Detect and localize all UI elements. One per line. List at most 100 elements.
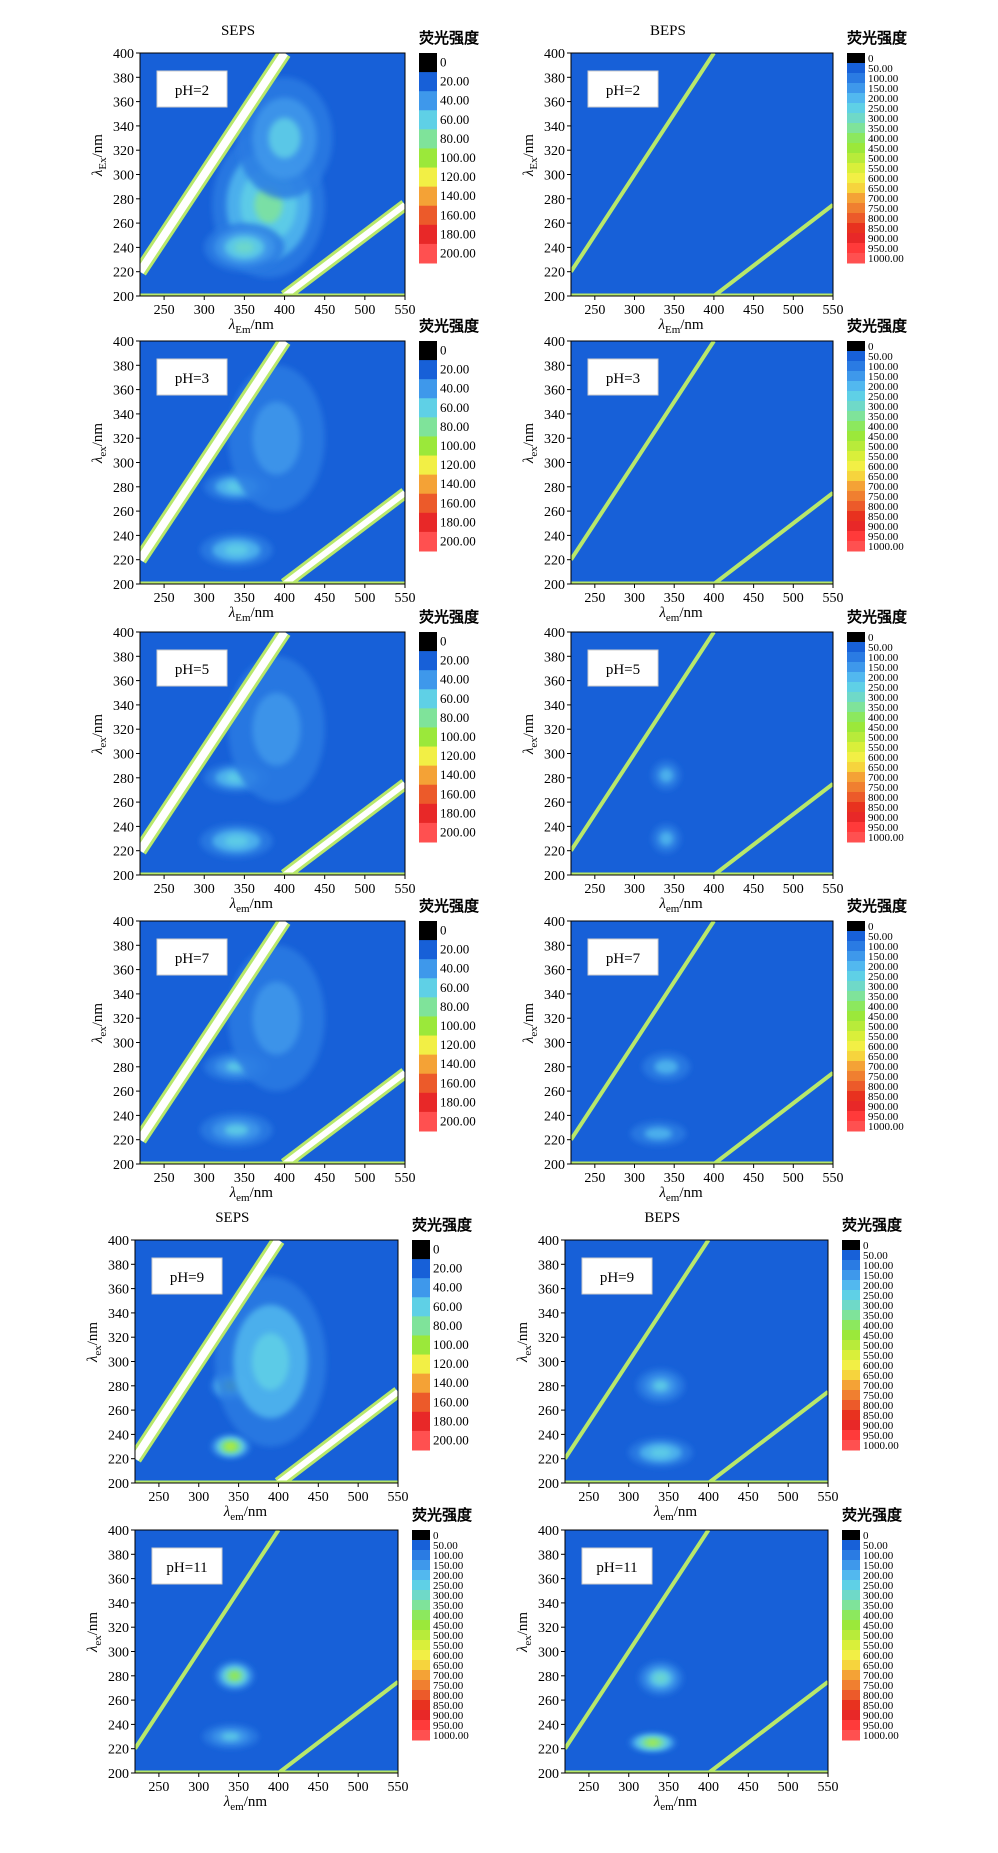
legend-swatch xyxy=(847,381,865,392)
legend-swatch xyxy=(419,53,437,73)
x-tick-label: 300 xyxy=(188,1490,209,1505)
legend-label: 60.00 xyxy=(440,691,469,706)
x-tick-label: 550 xyxy=(395,591,416,606)
legend-label: 400.00 xyxy=(868,421,899,433)
y-tick-label: 360 xyxy=(538,1283,559,1298)
y-tick-label: 320 xyxy=(113,1012,134,1027)
legend-label: 600.00 xyxy=(868,461,899,473)
y-tick-label: 400 xyxy=(108,1234,129,1249)
legend-label: 800.00 xyxy=(868,792,899,804)
y-tick-label: 360 xyxy=(544,384,565,399)
ph-label: pH=11 xyxy=(166,1560,207,1576)
legend-label: 700.00 xyxy=(868,481,899,493)
x-tick-label: 250 xyxy=(154,1171,175,1186)
legend-swatch xyxy=(847,441,865,452)
first-order-scatter-ridge xyxy=(571,53,716,273)
y-tick-label: 300 xyxy=(113,1037,134,1052)
y-tick-label: 200 xyxy=(108,1477,129,1492)
x-tick-label: 500 xyxy=(783,591,804,606)
legend-label: 160.00 xyxy=(440,207,476,222)
y-tick-label: 260 xyxy=(108,1404,129,1419)
legend-swatch xyxy=(419,436,437,457)
legend-swatch xyxy=(847,931,865,942)
y-tick-label: 280 xyxy=(544,193,565,208)
y-tick-label: 240 xyxy=(544,529,565,544)
legend-label: 650.00 xyxy=(433,1660,464,1672)
legend-label: 250.00 xyxy=(868,391,899,403)
y-tick-label: 260 xyxy=(108,1694,129,1709)
legend-swatch xyxy=(847,682,865,693)
peak-contour xyxy=(650,1447,672,1458)
x-tick-label: 300 xyxy=(624,882,645,897)
x-axis-label: λem/nm xyxy=(223,1504,268,1523)
scatter-ridge-core xyxy=(282,490,405,584)
legend-label: 500.00 xyxy=(863,1630,894,1642)
legend-label: 100.00 xyxy=(868,361,899,373)
legend-label: 450.00 xyxy=(868,722,899,734)
legend-label: 100.00 xyxy=(433,1337,469,1352)
second-order-scatter-ridge xyxy=(277,1680,398,1773)
x-tick-label: 300 xyxy=(618,1780,639,1795)
y-axis-label: λex/nm xyxy=(521,714,540,756)
legend-swatch xyxy=(847,822,865,833)
legend-label: 700.00 xyxy=(863,1380,894,1392)
y-tick-label: 380 xyxy=(108,1258,129,1273)
legend-label: 550.00 xyxy=(868,163,899,175)
legend-swatch xyxy=(847,451,865,462)
legend-swatch xyxy=(419,1035,437,1056)
legend-swatch xyxy=(842,1240,860,1251)
y-axis-label: λex/nm xyxy=(90,1003,109,1045)
legend-label: 700.00 xyxy=(433,1670,464,1682)
legend-label: 950.00 xyxy=(868,243,899,255)
legend-swatch xyxy=(842,1270,860,1281)
legend-swatch xyxy=(842,1580,860,1591)
x-tick-label: 500 xyxy=(783,1171,804,1186)
x-tick-label: 250 xyxy=(148,1490,169,1505)
peak-contour xyxy=(652,1380,669,1392)
legend-label: 750.00 xyxy=(868,1071,899,1083)
legend-swatch xyxy=(847,1011,865,1022)
legend-swatch xyxy=(847,203,865,214)
y-tick-label: 360 xyxy=(544,964,565,979)
legend-swatch xyxy=(847,501,865,512)
y-tick-label: 260 xyxy=(113,1085,134,1100)
legend-swatch xyxy=(842,1620,860,1631)
first-order-scatter-ridge xyxy=(571,921,716,1141)
x-tick-label: 550 xyxy=(823,591,844,606)
legend-swatch xyxy=(842,1440,860,1451)
legend-swatch xyxy=(847,662,865,673)
legend-swatch xyxy=(847,83,865,94)
y-tick-label: 300 xyxy=(108,1646,129,1661)
x-tick-label: 300 xyxy=(194,1171,215,1186)
x-axis-label: λem/nm xyxy=(658,1185,703,1204)
legend-swatch xyxy=(847,113,865,124)
legend-swatch xyxy=(419,978,437,998)
y-tick-label: 360 xyxy=(538,1573,559,1588)
legend-swatch xyxy=(419,167,437,188)
legend-label: 600.00 xyxy=(868,1041,899,1053)
legend-swatch xyxy=(412,1240,430,1260)
y-tick-label: 400 xyxy=(113,915,134,930)
y-tick-label: 220 xyxy=(108,1743,129,1758)
y-tick-label: 200 xyxy=(113,578,134,593)
legend-title: 荧光强度 xyxy=(412,1216,473,1234)
legend-swatch xyxy=(847,541,865,552)
legend-swatch xyxy=(412,1411,430,1432)
legend-title: 荧光强度 xyxy=(847,897,908,915)
x-tick-label: 300 xyxy=(624,591,645,606)
legend-label: 100.00 xyxy=(440,438,476,453)
legend-label: 0 xyxy=(433,1530,439,1542)
legend-label: 900.00 xyxy=(433,1710,464,1722)
legend-label: 750.00 xyxy=(433,1680,464,1692)
y-tick-label: 240 xyxy=(108,1718,129,1733)
legend-swatch xyxy=(847,193,865,204)
legend-label: 200.00 xyxy=(433,1570,464,1582)
legend-label: 450.00 xyxy=(868,1011,899,1023)
legend-label: 140.00 xyxy=(440,476,476,491)
y-tick-label: 260 xyxy=(113,796,134,811)
legend-label: 60.00 xyxy=(440,980,469,995)
x-tick-label: 450 xyxy=(743,882,764,897)
x-tick-label: 400 xyxy=(268,1490,289,1505)
legend-swatch xyxy=(847,652,865,663)
legend-label: 300.00 xyxy=(863,1590,894,1602)
